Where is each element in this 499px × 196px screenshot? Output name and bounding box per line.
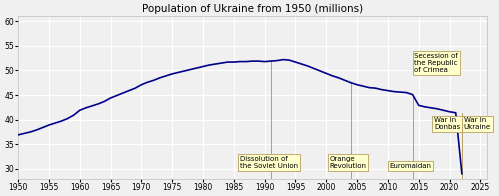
Text: Orange
Revolution: Orange Revolution bbox=[329, 156, 366, 169]
Text: War in
Donbas: War in Donbas bbox=[434, 117, 461, 131]
Text: Euromaidan: Euromaidan bbox=[390, 163, 432, 169]
Text: Secession of
the Republic
of Crimea: Secession of the Republic of Crimea bbox=[414, 53, 458, 73]
Text: Dissolution of
the Soviet Union: Dissolution of the Soviet Union bbox=[240, 156, 298, 169]
Text: War in
Ukraine: War in Ukraine bbox=[464, 117, 491, 131]
Title: Population of Ukraine from 1950 (millions): Population of Ukraine from 1950 (million… bbox=[142, 4, 363, 14]
